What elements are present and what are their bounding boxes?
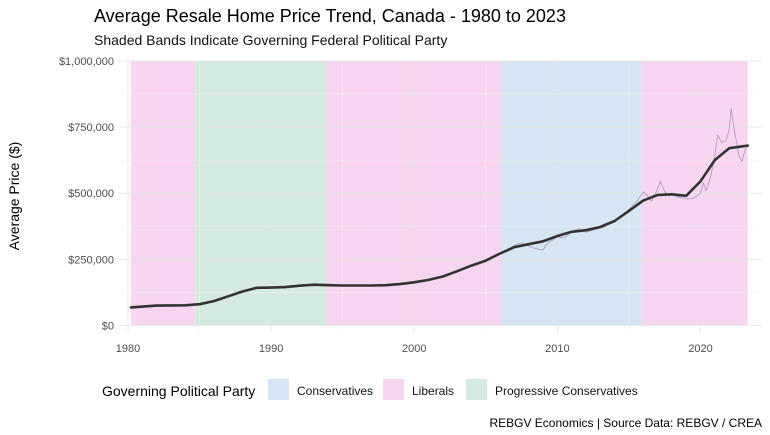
- x-tick-label: 2000: [402, 343, 426, 355]
- y-tick-label: $750,000: [68, 122, 114, 134]
- y-tick-label: $1,000,000: [59, 56, 114, 68]
- chart-title: Average Resale Home Price Trend, Canada …: [94, 6, 566, 26]
- y-axis-title: Average Price ($): [6, 142, 22, 251]
- chart-caption: REBGV Economics | Source Data: REBGV / C…: [489, 416, 762, 430]
- y-axis-ticks: $0 $250,000 $500,000 $750,000 $1,000,000: [59, 56, 114, 332]
- legend-key-pc: [466, 379, 487, 400]
- legend: Governing Political Party Conservatives L…: [102, 379, 638, 400]
- x-tick-label: 2010: [545, 343, 569, 355]
- x-axis-ticks: 1980 1990 2000 2010 2020: [116, 343, 713, 355]
- series: [129, 108, 749, 309]
- trend-line: [129, 144, 749, 309]
- legend-key-con: [268, 379, 289, 400]
- legend-title: Governing Political Party: [102, 383, 255, 399]
- legend-label-pc: Progressive Conservatives: [495, 384, 638, 398]
- x-tick-label: 2020: [688, 343, 712, 355]
- y-tick-label: $250,000: [68, 254, 114, 266]
- legend-label-con: Conservatives: [297, 384, 373, 398]
- x-tick-label: 1980: [116, 343, 140, 355]
- legend-label-lib: Liberals: [412, 384, 454, 398]
- grid: [118, 60, 762, 332]
- legend-key-lib: [383, 379, 404, 400]
- x-tick-label: 1990: [259, 343, 283, 355]
- chart-subtitle: Shaded Bands Indicate Governing Federal …: [94, 32, 447, 48]
- plot-area: [118, 60, 762, 332]
- y-tick-label: $500,000: [68, 188, 114, 200]
- legend-items: Conservatives Liberals Progressive Conserv…: [268, 379, 638, 400]
- y-tick-label: $0: [102, 320, 114, 332]
